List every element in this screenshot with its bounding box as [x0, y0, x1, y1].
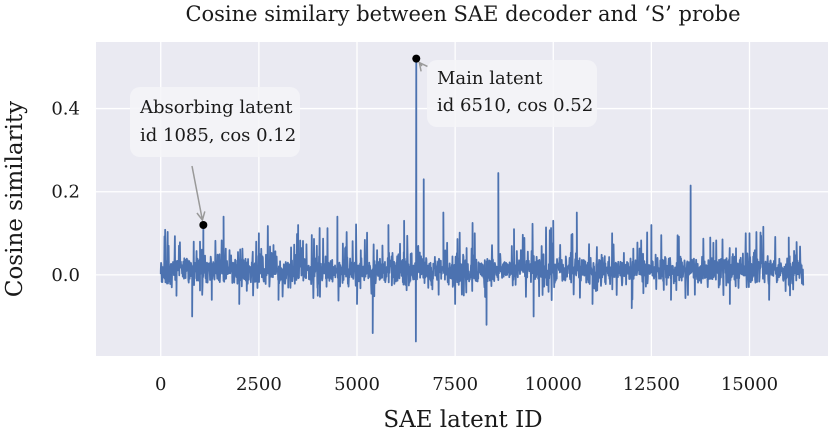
main-annotation-box [427, 60, 597, 127]
x-tick-label: 5000 [334, 374, 380, 395]
absorbing-annotation-box [130, 87, 300, 157]
annotations: Absorbing latent id 1085, cos 0.12 Main la… [130, 54, 597, 229]
series-line [159, 57, 805, 343]
y-ticks: 0.0 0.2 0.4 [51, 99, 80, 286]
absorbing-annotation-line2: id 1085, cos 0.12 [140, 125, 296, 146]
x-ticks: 0 2500 5000 7500 10000 12500 15000 [155, 374, 778, 395]
y-tick-label: 0.4 [51, 99, 80, 120]
x-tick-label: 0 [155, 374, 166, 395]
x-tick-label: 15000 [721, 374, 778, 395]
x-tick-label: 2500 [236, 374, 282, 395]
main-annotation-line2: id 6510, cos 0.52 [437, 95, 593, 116]
main-marker [412, 54, 421, 63]
y-tick-label: 0.2 [51, 182, 80, 203]
y-axis-label: Cosine similarity [2, 101, 28, 297]
x-tick-label: 10000 [525, 374, 582, 395]
chart-title: Cosine similary between SAE decoder and … [185, 2, 740, 26]
absorbing-annotation-line1: Absorbing latent [139, 97, 293, 118]
y-tick-label: 0.0 [51, 265, 80, 286]
x-axis-label: SAE latent ID [383, 407, 542, 433]
x-tick-label: 7500 [432, 374, 478, 395]
absorbing-arrow [191, 165, 204, 221]
main-arrowhead [418, 61, 428, 72]
absorbing-marker [199, 220, 208, 229]
data-series [159, 57, 805, 343]
x-tick-label: 12500 [623, 374, 680, 395]
absorbing-arrowhead [196, 211, 206, 222]
main-annotation-line1: Main latent [437, 68, 543, 89]
